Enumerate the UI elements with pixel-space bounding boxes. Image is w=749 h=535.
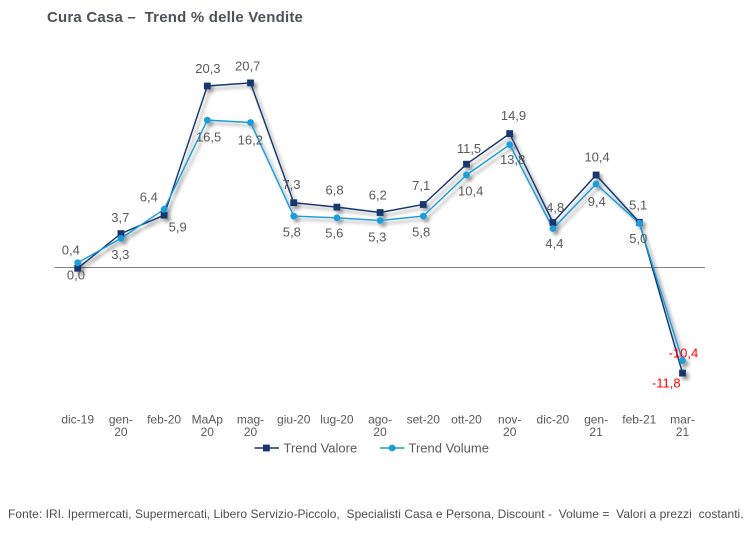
- svg-text:mag-: mag-: [237, 413, 264, 427]
- svg-text:-11,8: -11,8: [652, 375, 681, 390]
- svg-text:3,3: 3,3: [111, 247, 129, 262]
- svg-text:7,1: 7,1: [412, 178, 430, 193]
- svg-text:5,9: 5,9: [169, 219, 187, 234]
- svg-text:MaAp: MaAp: [192, 413, 224, 427]
- svg-text:20: 20: [201, 425, 215, 439]
- svg-text:4,8: 4,8: [546, 200, 564, 215]
- svg-text:7,3: 7,3: [282, 177, 300, 192]
- svg-text:20: 20: [244, 425, 258, 439]
- svg-text:gen-: gen-: [109, 413, 133, 427]
- svg-text:mar-: mar-: [670, 413, 695, 427]
- svg-text:5,6: 5,6: [325, 226, 343, 241]
- svg-text:-10,4: -10,4: [669, 346, 699, 361]
- svg-text:5,8: 5,8: [412, 224, 430, 239]
- svg-text:3,7: 3,7: [111, 210, 129, 225]
- svg-text:4,4: 4,4: [545, 236, 563, 251]
- svg-text:16,5: 16,5: [196, 129, 221, 144]
- svg-text:nov-: nov-: [498, 413, 521, 427]
- svg-text:feb-20: feb-20: [147, 413, 181, 427]
- svg-text:Trend Valore: Trend Valore: [284, 441, 358, 456]
- svg-text:20,3: 20,3: [195, 61, 220, 76]
- svg-text:ago-: ago-: [368, 413, 392, 427]
- svg-text:lug-20: lug-20: [320, 413, 354, 427]
- svg-text:14,9: 14,9: [501, 108, 526, 123]
- svg-text:6,2: 6,2: [369, 187, 387, 202]
- svg-text:20: 20: [114, 425, 128, 439]
- svg-text:21: 21: [589, 425, 603, 439]
- svg-text:giu-20: giu-20: [277, 413, 311, 427]
- svg-text:11,5: 11,5: [457, 141, 481, 156]
- svg-text:20: 20: [503, 425, 517, 439]
- svg-text:0,4: 0,4: [62, 242, 80, 257]
- svg-text:6,4: 6,4: [140, 190, 158, 205]
- svg-text:dic-19: dic-19: [61, 413, 94, 427]
- svg-text:Trend Volume: Trend Volume: [409, 441, 489, 456]
- svg-text:5,3: 5,3: [368, 230, 386, 245]
- svg-text:10,4: 10,4: [458, 184, 483, 199]
- svg-text:feb-21: feb-21: [622, 413, 656, 427]
- svg-text:set-20: set-20: [407, 413, 441, 427]
- svg-text:gen-: gen-: [584, 413, 608, 427]
- svg-text:dic-20: dic-20: [537, 413, 570, 427]
- svg-text:0,0: 0,0: [67, 267, 85, 282]
- svg-text:6,8: 6,8: [326, 183, 344, 198]
- svg-text:5,0: 5,0: [629, 231, 647, 246]
- svg-text:20: 20: [373, 425, 387, 439]
- svg-text:16,2: 16,2: [238, 133, 263, 148]
- svg-text:13,8: 13,8: [500, 152, 525, 167]
- svg-text:5,8: 5,8: [283, 224, 301, 239]
- svg-text:20,7: 20,7: [235, 59, 260, 74]
- svg-text:ott-20: ott-20: [451, 413, 482, 427]
- svg-text:21: 21: [676, 425, 690, 439]
- svg-text:5,1: 5,1: [629, 198, 647, 213]
- svg-text:9,4: 9,4: [588, 194, 606, 209]
- svg-text:10,4: 10,4: [584, 150, 609, 165]
